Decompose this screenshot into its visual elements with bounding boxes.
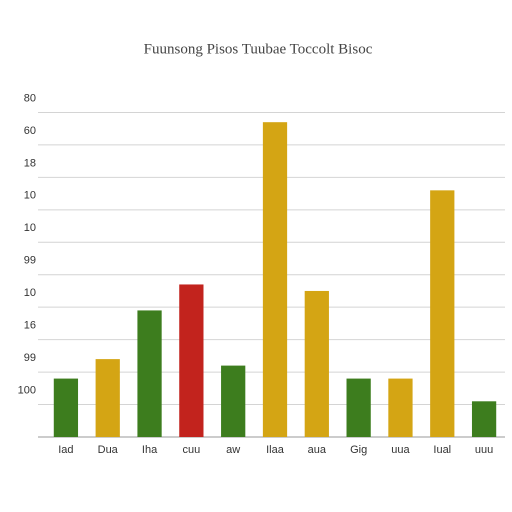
y-tick-label: 80 [24,92,36,104]
bar [388,378,413,437]
x-tick-label: cuu [182,444,200,456]
y-tick-label: 18 [24,157,36,169]
y-tick-label: 10 [24,287,36,299]
x-tick-label: Dua [98,444,119,456]
bar [262,122,288,437]
y-tick-label: 10 [24,190,36,202]
bar [471,401,497,437]
y-tick-label: 16 [24,320,36,332]
bar [221,365,246,437]
x-tick-label: Iad [58,444,73,456]
x-tick-label: Ilaa [266,444,285,456]
x-tick-label: Gig [350,444,367,456]
y-tick-label: 100 [18,384,36,396]
bar [53,378,79,437]
x-tick-label: uua [391,444,410,456]
y-tick-label: 10 [24,222,36,234]
x-tick-label: Iha [142,444,158,456]
chart-title: Fuunsong Pisos Tuubae Toccolt Bisoc [144,41,373,57]
bar [179,284,204,437]
x-tick-label: aua [308,444,327,456]
y-tick-label: 99 [24,255,36,267]
y-tick-label: 99 [24,352,36,364]
bar [137,310,162,437]
x-tick-label: Iual [433,444,451,456]
x-tick-label: uuu [475,444,493,456]
x-tick-label: aw [226,444,240,456]
bar [346,378,371,437]
bar [95,359,120,437]
bar [304,290,329,437]
y-tick-label: 60 [24,125,36,137]
bar [430,190,455,437]
